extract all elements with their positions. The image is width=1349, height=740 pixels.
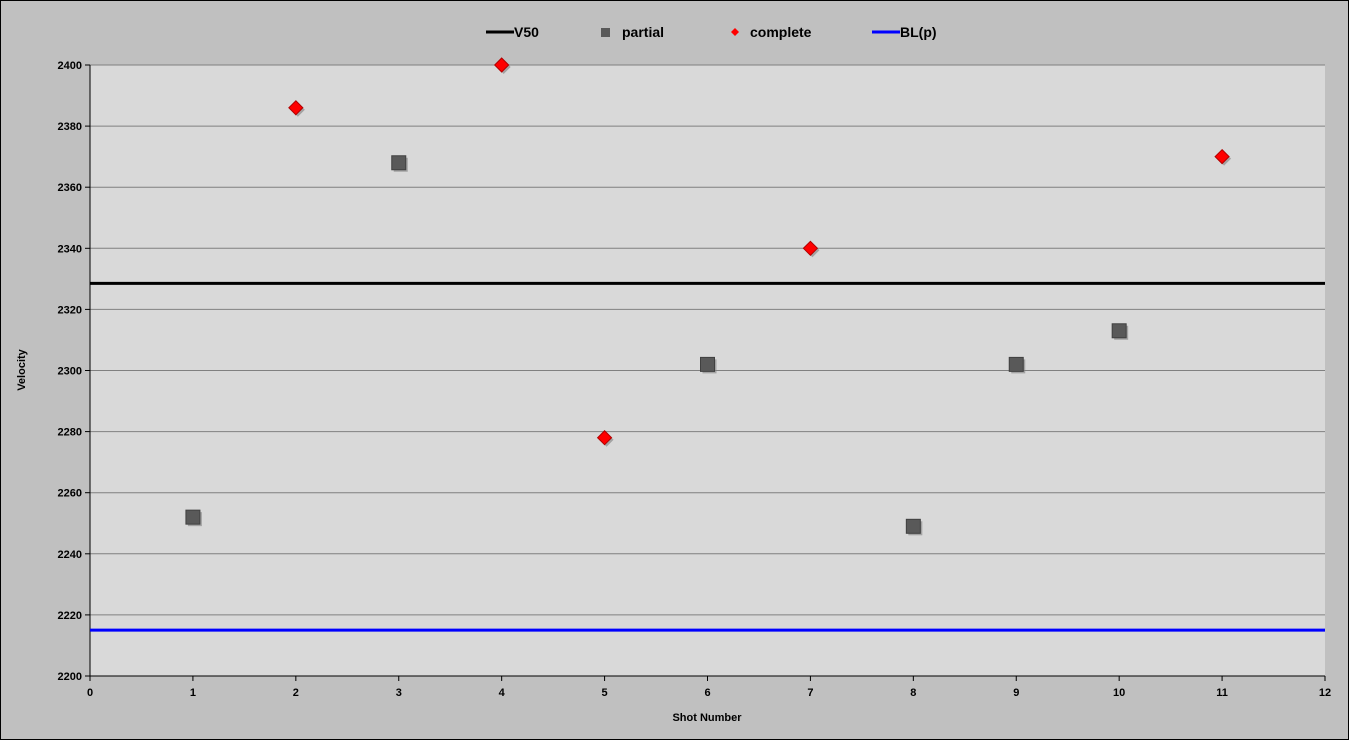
x-tick-label-8: 8 (910, 687, 916, 699)
y-tick-label-2240: 2240 (58, 549, 82, 561)
point-complete-11 (1214, 148, 1230, 165)
x-tick-label-3: 3 (396, 687, 402, 699)
x-tick-label-6: 6 (704, 687, 710, 699)
y-tick-label-2220: 2220 (58, 610, 82, 622)
y-tick-label-2340: 2340 (58, 243, 82, 255)
point-partial-1 (185, 509, 201, 525)
legend-label-complete: complete (750, 24, 812, 40)
y-tick-label-2260: 2260 (58, 488, 82, 500)
legend-swatch-complete (731, 28, 739, 36)
x-tick-label-10: 10 (1113, 687, 1125, 699)
x-tick-label-7: 7 (807, 687, 813, 699)
x-tick-label-4: 4 (499, 687, 506, 699)
y-tick-label-2360: 2360 (58, 182, 82, 194)
x-tick-label-11: 11 (1216, 687, 1228, 699)
x-axis: 0 1 2 3 4 5 6 7 8 9 10 11 12 (87, 675, 1331, 699)
point-partial-3 (391, 155, 407, 171)
y-tick-label-2400: 2400 (58, 60, 82, 72)
point-complete-2 (288, 100, 304, 116)
x-tick-label-9: 9 (1013, 687, 1019, 699)
data-points (185, 57, 1232, 536)
y-axis-title: Velocity (16, 348, 28, 390)
point-partial-8 (905, 518, 921, 534)
legend-label-blp: BL(p) (900, 24, 937, 40)
reference-lines (90, 281, 1325, 632)
y-axis: 2200 2220 2240 2260 2280 2300 2320 2340 2360 2380… (58, 60, 91, 683)
point-partial-9 (1008, 356, 1024, 372)
y-tick-label-2320: 2320 (58, 304, 82, 316)
point-complete-5 (596, 430, 613, 446)
x-tick-label-12: 12 (1319, 687, 1331, 699)
x-tick-label-2: 2 (293, 687, 299, 699)
point-partial-6 (700, 356, 715, 372)
x-tick-label-1: 1 (190, 687, 196, 699)
y-tick-label-2380: 2380 (58, 121, 82, 133)
y-tick-label-2200: 2200 (58, 671, 82, 683)
point-complete-7 (802, 240, 819, 257)
legend-label-partial: partial (622, 24, 664, 40)
legend: V50 partial complete BL(p) (486, 24, 937, 40)
x-tick-label-0: 0 (87, 687, 93, 699)
legend-swatch-partial (601, 28, 610, 37)
y-tick-label-2280: 2280 (58, 427, 82, 439)
x-tick-label-5: 5 (602, 687, 608, 699)
x-axis-title: Shot Number (672, 712, 742, 724)
point-complete-4 (493, 57, 510, 73)
legend-label-v50: V50 (514, 24, 539, 40)
y-tick-label-2300: 2300 (58, 366, 82, 378)
point-partial-10 (1111, 323, 1127, 339)
